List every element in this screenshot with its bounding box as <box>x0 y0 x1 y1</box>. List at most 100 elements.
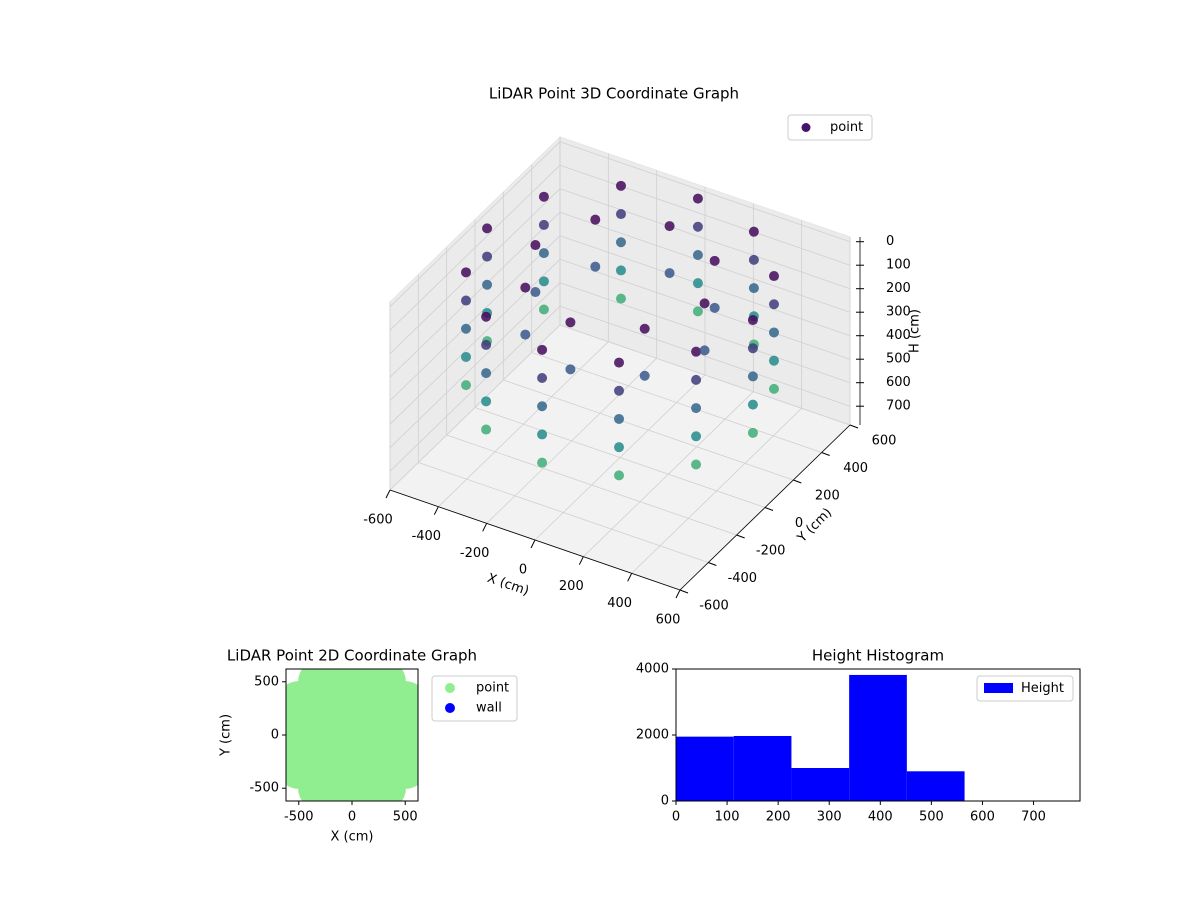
grid-line <box>559 164 851 266</box>
legend-marker <box>445 703 455 713</box>
data-point <box>664 221 675 232</box>
y-tick-label: 200 <box>815 489 840 504</box>
data-point <box>699 345 710 356</box>
y-axis-line <box>679 424 851 591</box>
scatter3d-chart: -600-400-2000200400600-600-400-200020040… <box>363 85 922 628</box>
data-point <box>482 279 493 290</box>
grid-line <box>389 188 561 354</box>
data-point <box>481 311 492 322</box>
data-point <box>691 459 702 470</box>
grid-line <box>559 282 851 384</box>
grid-line <box>389 141 561 307</box>
x-tick <box>385 489 391 499</box>
data-point <box>614 470 625 481</box>
x-tick-label: -600 <box>363 513 393 528</box>
data-point <box>615 293 626 304</box>
y-tick <box>849 424 859 429</box>
y-tick <box>821 452 830 456</box>
x-tick <box>482 523 488 532</box>
data-point <box>748 283 759 294</box>
grid-line <box>389 164 561 331</box>
grid-line <box>559 305 851 407</box>
data-point <box>615 209 626 220</box>
data-point <box>565 364 576 375</box>
x-tick-label: 600 <box>970 810 995 825</box>
legend-label: wall <box>476 701 502 716</box>
data-point <box>768 355 779 366</box>
x-tick-label: 200 <box>559 579 584 594</box>
data-point <box>614 413 625 424</box>
z-tick-label: 200 <box>886 281 911 296</box>
legend-box <box>976 675 1074 702</box>
grid-line <box>559 324 851 426</box>
data-point <box>538 304 549 315</box>
data-point <box>590 214 601 225</box>
data-point <box>692 193 703 204</box>
data-point <box>461 267 472 278</box>
grid-line <box>559 188 851 290</box>
y-tick <box>764 507 774 511</box>
y-tick-label: -400 <box>728 571 758 586</box>
grid-line <box>389 305 561 472</box>
data-point <box>537 373 548 384</box>
y-tick <box>679 589 689 594</box>
x-tick-label: 500 <box>393 810 418 825</box>
data-point <box>538 219 549 230</box>
grid-line <box>389 282 561 448</box>
chart-title: LiDAR Point 2D Coordinate Graph <box>227 647 477 665</box>
y-tick-label: 0 <box>271 728 279 743</box>
y-tick <box>708 562 717 566</box>
legend-marker <box>984 683 1013 693</box>
data-point <box>692 221 703 232</box>
y-tick-label: 2000 <box>636 728 669 743</box>
data-point <box>565 317 576 328</box>
y-tick-label: 500 <box>254 674 279 689</box>
z-tick-label: 100 <box>886 258 911 273</box>
data-point <box>461 295 472 306</box>
x-tick-label: -200 <box>460 546 490 561</box>
points <box>286 669 418 801</box>
data-point <box>614 357 625 368</box>
data-point <box>747 315 758 326</box>
data-point <box>538 276 549 287</box>
data-point <box>520 329 531 340</box>
data-point <box>768 383 779 394</box>
data-point <box>768 327 779 338</box>
z-tick-label: 300 <box>886 305 911 320</box>
grid-line <box>389 211 561 378</box>
y-tick-label: 0 <box>795 516 803 531</box>
y-tick <box>736 534 745 539</box>
z-tick-label: 600 <box>886 375 911 390</box>
x-tick-label: 600 <box>656 613 681 628</box>
data-point <box>538 191 549 202</box>
bar <box>791 768 850 801</box>
chart-title: LiDAR Point 3D Coordinate Graph <box>489 85 739 103</box>
x-tick <box>578 556 584 565</box>
x-tick-label: 700 <box>1021 810 1046 825</box>
grid-line <box>418 462 709 563</box>
data-point <box>537 457 548 468</box>
x-tick <box>530 539 536 549</box>
data-point <box>481 396 492 407</box>
data-point <box>748 226 759 237</box>
x-tick-label: 0 <box>348 810 356 825</box>
data-point <box>481 339 492 350</box>
data-point <box>748 254 759 265</box>
data-point <box>691 403 702 414</box>
z-tick-label: 500 <box>886 352 911 367</box>
y-tick-label: -200 <box>756 544 786 559</box>
x-tick <box>627 573 633 582</box>
data-point <box>747 371 758 382</box>
y-tick-label: -600 <box>699 599 729 614</box>
data-point <box>481 368 492 379</box>
data-point <box>691 374 702 385</box>
data-point <box>664 268 675 279</box>
legend-marker <box>801 123 811 132</box>
data-point <box>461 351 472 362</box>
y-tick <box>793 479 802 484</box>
scatter-chart: point wall -500 0 500 -500 0 500 X (cm) Y (cm) LiD… <box>219 647 518 845</box>
legend-box <box>431 675 518 722</box>
chart-title: Height Histogram <box>812 647 944 665</box>
y-tick-label: 400 <box>843 461 868 476</box>
